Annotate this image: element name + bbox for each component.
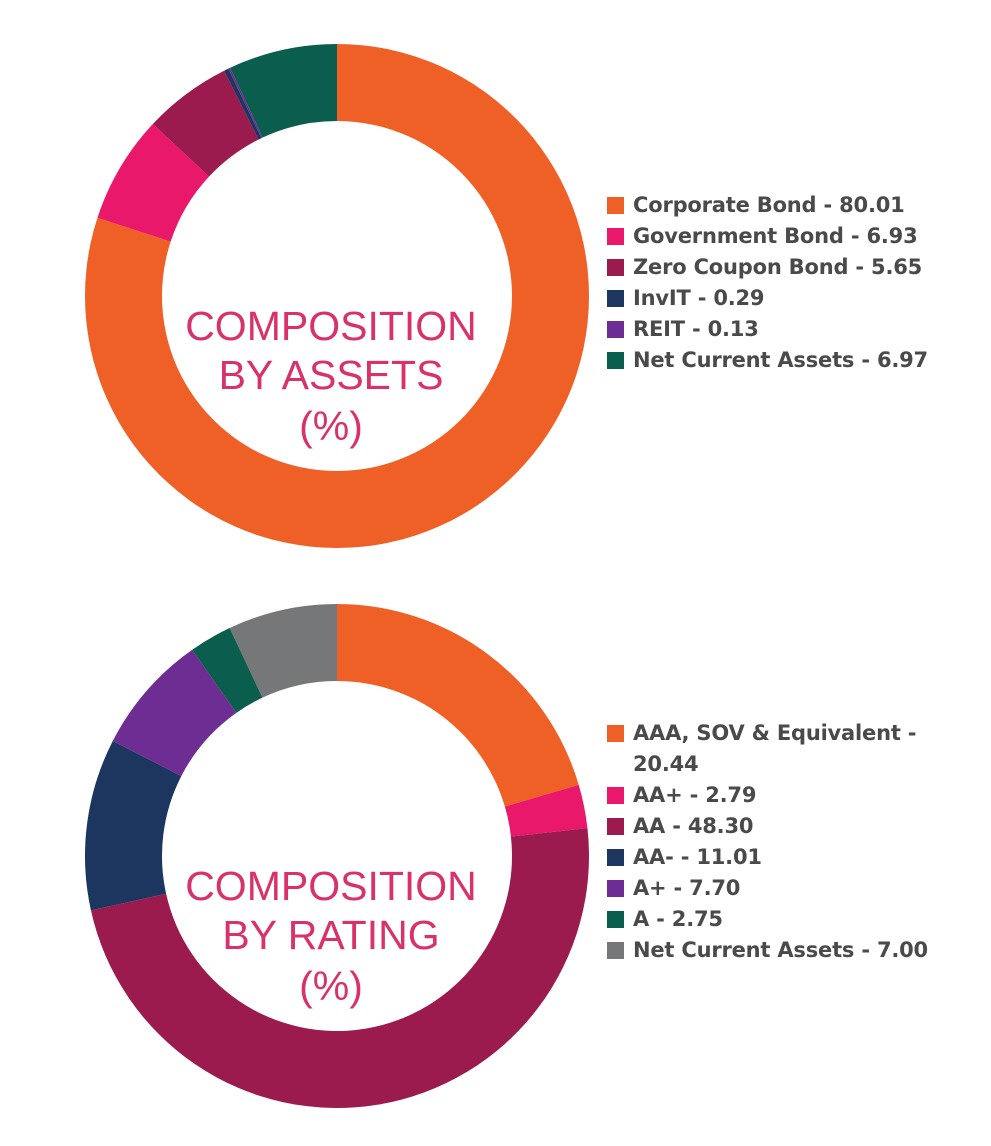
rating-legend-swatch: [607, 818, 624, 835]
rating-legend-item-aa-plus: AA+ - 2.79: [607, 780, 967, 811]
rating-legend-swatch: [607, 787, 624, 804]
rating-legend-item-aaa-sov-and-equivalent: AAA, SOV & Equivalent - 20.44: [607, 718, 967, 780]
assets-legend-swatch: [607, 259, 624, 276]
assets-donut-svg: COMPOSITION BY ASSETS (%): [85, 44, 589, 548]
rating-legend-item-aa: AA - 48.30: [607, 811, 967, 842]
assets-slice-corporate-bond: [85, 44, 589, 548]
assets-legend-label: Zero Coupon Bond - 5.65: [633, 255, 923, 279]
assets-center-line-3: (%): [299, 403, 363, 449]
rating-legend-swatch: [607, 942, 624, 959]
rating-legend-label: AAA, SOV & Equivalent - 20.44: [633, 721, 917, 776]
rating-legend: AAA, SOV & Equivalent - 20.44 AA+ - 2.79 A…: [607, 718, 967, 966]
assets-legend-swatch: [607, 197, 624, 214]
assets-legend-label: Net Current Assets - 6.97: [633, 348, 928, 372]
composition-by-assets-chart: COMPOSITION BY ASSETS (%) Corporate Bond…: [0, 0, 991, 560]
assets-center-line-2: BY ASSETS: [219, 352, 444, 398]
assets-legend-item-reit: REIT - 0.13: [607, 314, 967, 345]
rating-center-line-2: BY RATING: [222, 912, 439, 958]
rating-legend-label: Net Current Assets - 7.00: [633, 938, 928, 962]
assets-center-line-1: COMPOSITION: [185, 303, 477, 349]
assets-legend-item-government-bond: Government Bond - 6.93: [607, 221, 967, 252]
rating-legend-label: A - 2.75: [633, 907, 723, 931]
rating-slice-aa: [90, 828, 589, 1108]
assets-legend-label: REIT - 0.13: [633, 317, 759, 341]
rating-slice-aa-plus: [504, 784, 588, 837]
rating-slice-a-plus: [112, 649, 237, 777]
rating-legend-item-aa: AA- - 11.01: [607, 842, 967, 873]
rating-legend-swatch: [607, 880, 624, 897]
rating-legend-label: AA+ - 2.79: [633, 783, 757, 807]
rating-legend-item-a-plus: A+ - 7.70: [607, 873, 967, 904]
rating-donut-svg: COMPOSITION BY RATING (%): [84, 604, 589, 1108]
rating-legend-label: AA- - 11.01: [633, 845, 762, 869]
assets-legend-swatch: [607, 352, 624, 369]
assets-slice-reit: [228, 67, 263, 139]
rating-legend-swatch: [607, 911, 624, 928]
assets-legend-item-net-current-assets: Net Current Assets - 6.97: [607, 345, 967, 376]
assets-slice-invit: [224, 68, 262, 140]
assets-legend-swatch: [607, 321, 624, 338]
rating-center-line-3: (%): [299, 963, 363, 1009]
assets-slice-zero-coupon-bond: [152, 70, 259, 177]
assets-legend-swatch: [607, 290, 624, 307]
rating-legend-label: A+ - 7.70: [633, 876, 741, 900]
assets-legend-label: Government Bond - 6.93: [633, 224, 918, 248]
composition-by-rating-chart: COMPOSITION BY RATING (%) AAA, SOV & Equ…: [0, 560, 991, 1120]
rating-slice-net-current-assets: [229, 604, 337, 698]
rating-legend-swatch: [607, 725, 624, 742]
rating-legend-label: AA - 48.30: [633, 814, 754, 838]
assets-legend-item-zero-coupon-bond: Zero Coupon Bond - 5.65: [607, 252, 967, 283]
rating-legend-swatch: [607, 849, 624, 866]
assets-slice-government-bond: [97, 123, 210, 242]
rating-slice-a: [192, 627, 263, 713]
assets-legend-item-corporate-bond: Corporate Bond - 80.01: [607, 190, 967, 221]
rating-legend-item-a: A - 2.75: [607, 904, 967, 935]
assets-slices: [85, 44, 589, 548]
assets-legend-label: InvIT - 0.29: [633, 286, 765, 310]
rating-slice-aa: [84, 740, 182, 911]
assets-legend: Corporate Bond - 80.01 Government Bond - …: [607, 190, 967, 376]
rating-legend-item-net-current-assets: Net Current Assets - 7.00: [607, 935, 967, 966]
assets-legend-swatch: [607, 228, 624, 245]
rating-center-line-1: COMPOSITION: [185, 863, 477, 909]
assets-legend-item-invit: InvIT - 0.29: [607, 283, 967, 314]
assets-slice-net-current-assets: [230, 44, 337, 138]
assets-legend-label: Corporate Bond - 80.01: [633, 193, 905, 217]
rating-slice-aaa-sov-and-equivalent: [337, 604, 579, 807]
rating-slices: [84, 604, 589, 1108]
